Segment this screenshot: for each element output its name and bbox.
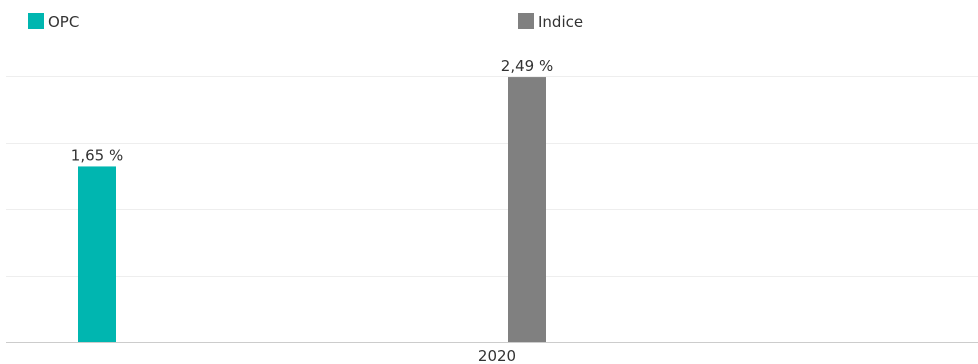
- legend-label-indice: Indice: [538, 13, 583, 31]
- legend-label-opc: OPC: [48, 13, 79, 31]
- value-label-indice: 2,49 %: [501, 57, 553, 75]
- x-axis-ticks: 2020: [478, 347, 516, 364]
- value-label-opc: 1,65 %: [71, 146, 123, 164]
- bar-opc: [78, 166, 116, 342]
- legend-swatch-opc: [28, 13, 44, 29]
- value-labels: 1,65 % 2,49 %: [71, 57, 553, 164]
- x-tick-label: 2020: [478, 347, 516, 364]
- bar-indice: [508, 77, 546, 343]
- gridlines: [6, 76, 978, 277]
- bars: [78, 77, 546, 343]
- legend: OPC Indice: [28, 13, 583, 31]
- legend-swatch-indice: [518, 13, 534, 29]
